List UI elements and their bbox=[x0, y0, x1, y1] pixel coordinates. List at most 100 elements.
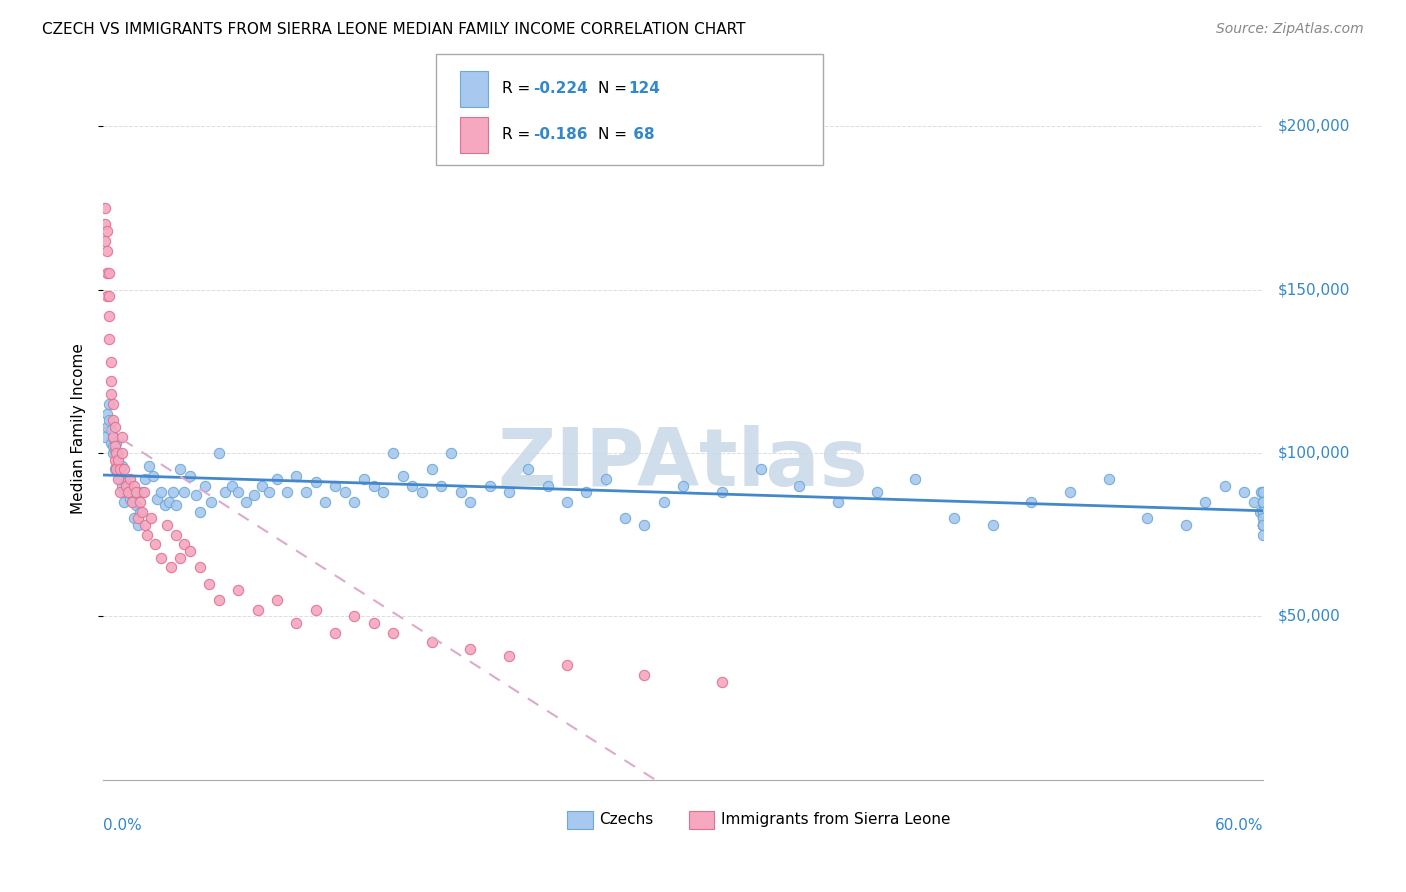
Point bbox=[981, 517, 1004, 532]
Point bbox=[460, 642, 482, 657]
Point bbox=[103, 420, 125, 434]
Point bbox=[110, 462, 132, 476]
Point bbox=[1019, 495, 1042, 509]
Point bbox=[266, 472, 288, 486]
Point bbox=[440, 446, 463, 460]
Text: 68: 68 bbox=[628, 128, 655, 143]
Point bbox=[498, 485, 520, 500]
Point bbox=[246, 603, 269, 617]
Point bbox=[1253, 495, 1275, 509]
Point bbox=[96, 289, 118, 303]
Point bbox=[1213, 478, 1236, 492]
Point bbox=[165, 498, 187, 512]
Point bbox=[1253, 517, 1275, 532]
Point bbox=[117, 485, 139, 500]
Point bbox=[134, 472, 156, 486]
Point bbox=[100, 387, 122, 401]
Point bbox=[633, 668, 655, 682]
Point bbox=[96, 267, 118, 281]
Point bbox=[450, 485, 472, 500]
Point bbox=[478, 478, 501, 492]
Point bbox=[100, 374, 122, 388]
Point bbox=[1253, 505, 1275, 519]
Point bbox=[555, 658, 578, 673]
Point bbox=[420, 462, 443, 476]
Point bbox=[105, 446, 128, 460]
Point bbox=[353, 472, 375, 486]
Point bbox=[1253, 517, 1275, 532]
Point bbox=[184, 488, 207, 502]
Point bbox=[100, 423, 122, 437]
Point bbox=[710, 674, 733, 689]
Point bbox=[373, 485, 395, 500]
Point bbox=[517, 462, 540, 476]
Point bbox=[121, 488, 143, 502]
Point bbox=[1253, 495, 1275, 509]
Point bbox=[169, 550, 191, 565]
Point bbox=[97, 397, 120, 411]
Y-axis label: Median Family Income: Median Family Income bbox=[72, 343, 86, 514]
Text: R =: R = bbox=[502, 128, 536, 143]
Point bbox=[787, 478, 810, 492]
Point bbox=[141, 511, 163, 525]
Point bbox=[117, 478, 139, 492]
Point bbox=[1253, 505, 1275, 519]
Point bbox=[96, 224, 118, 238]
Point bbox=[96, 244, 118, 258]
Point bbox=[134, 517, 156, 532]
Point bbox=[323, 478, 346, 492]
Point bbox=[111, 430, 134, 444]
Point bbox=[208, 593, 231, 607]
Point bbox=[146, 491, 169, 506]
Point bbox=[633, 517, 655, 532]
Point bbox=[363, 615, 385, 630]
Point bbox=[96, 407, 118, 421]
Point bbox=[111, 459, 134, 474]
Point bbox=[411, 485, 433, 500]
Text: Immigrants from Sierra Leone: Immigrants from Sierra Leone bbox=[721, 813, 950, 828]
Point bbox=[110, 462, 132, 476]
Point bbox=[100, 436, 122, 450]
Point bbox=[305, 475, 328, 490]
Point bbox=[131, 505, 153, 519]
Point bbox=[208, 446, 231, 460]
Point bbox=[97, 413, 120, 427]
Point bbox=[1253, 527, 1275, 541]
Point bbox=[430, 478, 453, 492]
Point bbox=[103, 452, 125, 467]
Point bbox=[555, 495, 578, 509]
Point bbox=[285, 469, 308, 483]
Point bbox=[153, 498, 176, 512]
Point bbox=[214, 485, 236, 500]
Point bbox=[221, 478, 243, 492]
Point bbox=[100, 354, 122, 368]
Point bbox=[391, 469, 413, 483]
Point bbox=[127, 517, 149, 532]
Point bbox=[165, 527, 187, 541]
Point bbox=[188, 560, 211, 574]
Point bbox=[103, 440, 125, 454]
Point bbox=[1253, 495, 1275, 509]
Text: Source: ZipAtlas.com: Source: ZipAtlas.com bbox=[1216, 22, 1364, 37]
Point bbox=[101, 440, 124, 454]
Text: Czechs: Czechs bbox=[599, 813, 654, 828]
Point bbox=[94, 218, 117, 232]
Point bbox=[112, 462, 135, 476]
Point bbox=[179, 469, 201, 483]
Point bbox=[143, 537, 166, 551]
Point bbox=[575, 485, 598, 500]
Point bbox=[105, 436, 128, 450]
Point bbox=[827, 495, 849, 509]
Point bbox=[149, 485, 172, 500]
Point bbox=[865, 485, 887, 500]
Point bbox=[194, 478, 217, 492]
Point bbox=[128, 505, 150, 519]
Point bbox=[156, 517, 179, 532]
Point bbox=[111, 478, 134, 492]
Point bbox=[121, 495, 143, 509]
Point bbox=[1253, 511, 1275, 525]
Point bbox=[285, 615, 308, 630]
Point bbox=[97, 309, 120, 323]
Point bbox=[188, 505, 211, 519]
Point bbox=[323, 625, 346, 640]
